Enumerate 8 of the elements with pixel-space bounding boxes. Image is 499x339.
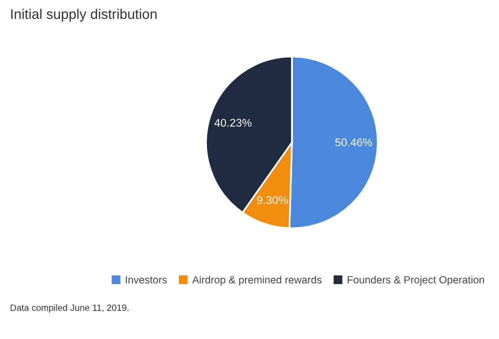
legend-label: Airdrop & premined rewards bbox=[192, 276, 322, 286]
legend-label: Investors bbox=[126, 276, 167, 284]
data-label: 9.30% bbox=[257, 196, 288, 204]
data-label: 40.23% bbox=[214, 118, 252, 127]
text: Data compiled June 11, 2019. bbox=[10, 304, 128, 313]
legend-label: Founders & Project Operation bbox=[348, 276, 484, 286]
chart-title: Initial supply distribution bbox=[11, 8, 157, 22]
data-label: 50.46% bbox=[335, 138, 372, 146]
